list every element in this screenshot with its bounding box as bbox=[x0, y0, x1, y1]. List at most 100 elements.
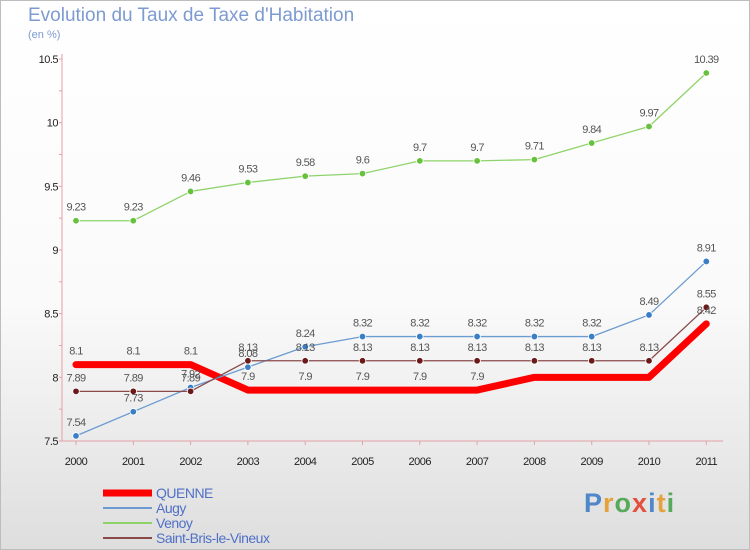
data-point bbox=[702, 69, 710, 77]
data-label: 8.13 bbox=[468, 342, 487, 354]
data-label: 9.71 bbox=[525, 141, 544, 153]
data-point bbox=[530, 155, 539, 164]
data-label: 7.54 bbox=[66, 417, 85, 429]
data-point bbox=[645, 122, 653, 131]
chart-title: Evolution du Taux de Taxe d'Habitation bbox=[28, 5, 355, 26]
data-label: 8.1 bbox=[69, 346, 83, 358]
series-line bbox=[75, 260, 707, 437]
data-point bbox=[244, 178, 252, 187]
data-point bbox=[530, 332, 539, 341]
data-point bbox=[358, 357, 367, 365]
x-tick-label: 2010 bbox=[638, 456, 661, 468]
legend-label: Venoy bbox=[156, 515, 193, 531]
data-label: 7.89 bbox=[124, 372, 143, 384]
data-label: 8.13 bbox=[582, 342, 601, 354]
data-label: 8.55 bbox=[697, 288, 716, 300]
data-label: 9.53 bbox=[238, 164, 257, 176]
data-point bbox=[301, 343, 309, 351]
data-label: 8.49 bbox=[639, 296, 658, 308]
data-label: 8.32 bbox=[582, 318, 601, 330]
data-point bbox=[72, 217, 80, 225]
data-point bbox=[645, 311, 653, 319]
y-tick-label: 8.5 bbox=[44, 309, 58, 321]
brand-letter: o bbox=[614, 488, 633, 518]
data-label: 9.23 bbox=[66, 202, 85, 214]
data-label: 7.73 bbox=[124, 393, 143, 405]
data-label: 9.7 bbox=[470, 142, 484, 154]
data-point bbox=[72, 432, 80, 440]
data-point bbox=[301, 172, 309, 180]
data-point bbox=[416, 332, 424, 341]
y-tick-label: 9.5 bbox=[44, 181, 58, 193]
data-point bbox=[129, 387, 137, 396]
data-point bbox=[301, 357, 309, 365]
data-point bbox=[129, 217, 137, 225]
y-tick-label: 10.5 bbox=[39, 54, 59, 66]
data-point bbox=[358, 169, 367, 178]
data-point bbox=[588, 357, 596, 365]
data-point bbox=[416, 157, 424, 165]
brand-letter: P bbox=[584, 488, 604, 518]
data-label: 8.91 bbox=[697, 242, 716, 254]
data-point bbox=[186, 387, 195, 396]
data-point bbox=[244, 363, 252, 371]
x-tick-label: 2005 bbox=[351, 456, 374, 468]
data-point bbox=[645, 357, 653, 365]
data-label: 7.89 bbox=[66, 372, 85, 384]
data-label: 8.1 bbox=[184, 346, 198, 358]
data-point bbox=[702, 257, 710, 266]
y-tick-label: 7.5 bbox=[44, 436, 58, 448]
legend-label: Saint-Bris-le-Vineux bbox=[156, 530, 270, 546]
data-point bbox=[473, 332, 481, 341]
data-label: 7.9 bbox=[470, 371, 484, 383]
data-label: 8.32 bbox=[410, 318, 429, 330]
data-label: 8.13 bbox=[410, 342, 429, 354]
data-label: 9.84 bbox=[582, 124, 601, 136]
x-tick-label: 2008 bbox=[523, 456, 546, 468]
x-tick-label: 2002 bbox=[179, 456, 202, 468]
x-tick-label: 2006 bbox=[409, 456, 432, 468]
series-line bbox=[75, 306, 707, 392]
legend-label: Augy bbox=[156, 500, 186, 516]
data-label: 8.32 bbox=[468, 318, 487, 330]
series-line bbox=[72, 320, 710, 394]
data-label: 8.32 bbox=[525, 318, 544, 330]
y-tick-label: 9 bbox=[52, 245, 58, 257]
data-label: 8.1 bbox=[127, 346, 141, 358]
data-point bbox=[588, 139, 596, 147]
data-label: 9.58 bbox=[296, 157, 315, 169]
data-label: 9.6 bbox=[356, 155, 370, 167]
brand-logo: Proxiti bbox=[584, 488, 675, 519]
brand-letter: t bbox=[656, 488, 667, 518]
data-label: 8.13 bbox=[639, 342, 658, 354]
data-label: 9.7 bbox=[413, 142, 427, 154]
data-label: 7.9 bbox=[298, 371, 312, 383]
data-point bbox=[473, 157, 481, 165]
data-label: 7.9 bbox=[413, 371, 427, 383]
x-tick-label: 2007 bbox=[466, 456, 489, 468]
y-tick-label: 10 bbox=[47, 118, 59, 130]
data-label: 7.89 bbox=[181, 372, 200, 384]
data-point bbox=[588, 332, 596, 341]
data-label: 8.13 bbox=[353, 342, 372, 354]
brand-letter: r bbox=[603, 488, 615, 518]
data-label: 7.9 bbox=[356, 371, 370, 383]
data-label: 7.9 bbox=[241, 371, 255, 383]
data-label: 8.13 bbox=[296, 342, 315, 354]
x-tick-label: 2011 bbox=[695, 456, 717, 468]
x-tick-label: 2001 bbox=[122, 456, 145, 468]
data-label: 9.23 bbox=[124, 202, 143, 214]
brand-letter: x bbox=[632, 488, 649, 518]
data-label: 7.92 bbox=[181, 369, 200, 381]
data-point bbox=[416, 357, 424, 365]
brand-letter: i bbox=[666, 488, 676, 518]
data-label: 8.13 bbox=[525, 342, 544, 354]
data-point bbox=[129, 408, 137, 416]
x-tick-label: 2009 bbox=[580, 456, 603, 468]
brand-letter: i bbox=[648, 488, 657, 518]
data-point bbox=[530, 357, 539, 365]
data-label: 8.42 bbox=[697, 305, 716, 317]
data-point bbox=[186, 187, 195, 196]
